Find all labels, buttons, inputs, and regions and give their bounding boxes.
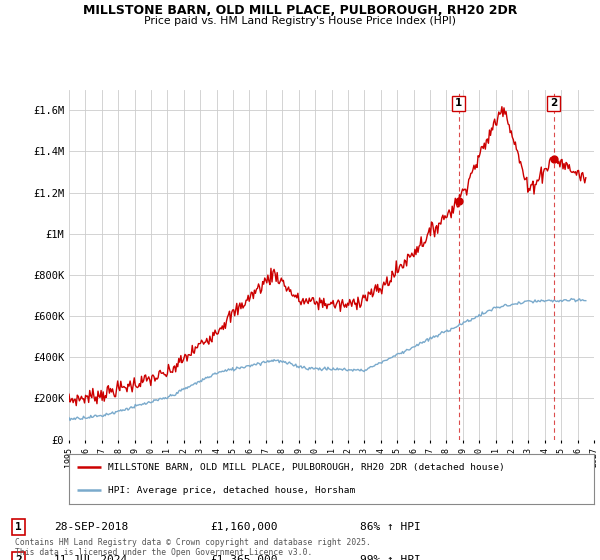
Text: 99% ↑ HPI: 99% ↑ HPI (360, 556, 421, 560)
Text: 1: 1 (15, 522, 22, 532)
Text: 11-JUL-2024: 11-JUL-2024 (54, 556, 128, 560)
Text: Price paid vs. HM Land Registry's House Price Index (HPI): Price paid vs. HM Land Registry's House … (144, 16, 456, 26)
Text: MILLSTONE BARN, OLD MILL PLACE, PULBOROUGH, RH20 2DR: MILLSTONE BARN, OLD MILL PLACE, PULBOROU… (83, 4, 517, 17)
Text: 2: 2 (550, 99, 557, 108)
Text: HPI: Average price, detached house, Horsham: HPI: Average price, detached house, Hors… (109, 486, 356, 495)
Text: MILLSTONE BARN, OLD MILL PLACE, PULBOROUGH, RH20 2DR (detached house): MILLSTONE BARN, OLD MILL PLACE, PULBOROU… (109, 463, 505, 472)
Text: £1,160,000: £1,160,000 (210, 522, 277, 532)
Text: 86% ↑ HPI: 86% ↑ HPI (360, 522, 421, 532)
Text: 28-SEP-2018: 28-SEP-2018 (54, 522, 128, 532)
Text: 1: 1 (455, 99, 462, 108)
Text: 2: 2 (15, 556, 22, 560)
Text: £1,365,000: £1,365,000 (210, 556, 277, 560)
Text: Contains HM Land Registry data © Crown copyright and database right 2025.
This d: Contains HM Land Registry data © Crown c… (15, 538, 371, 557)
